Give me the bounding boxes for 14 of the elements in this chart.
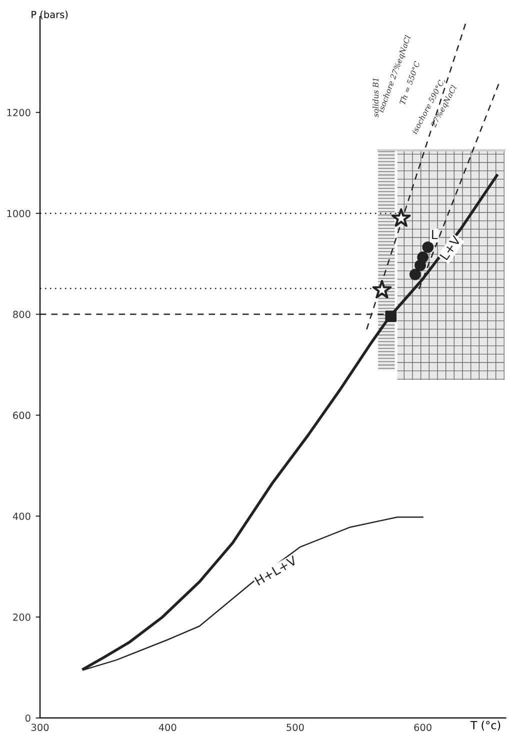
y-tick-label: 800 [13, 310, 30, 318]
annotation: L [432, 230, 438, 240]
y-tick-label: 1200 [7, 108, 30, 116]
y-axis-title: P (bars) [32, 10, 68, 20]
y-tick-label: 600 [13, 412, 30, 420]
x-axis-title: T (°c) [470, 720, 500, 731]
y-tick-label: 0 [25, 714, 30, 722]
y-tick-label: 400 [12, 512, 30, 520]
x-tick-label: 600 [414, 724, 432, 732]
y-tick-label: 1000 [7, 210, 30, 218]
x-tick-label: 400 [158, 724, 176, 732]
x-tick-label: 500 [286, 724, 304, 732]
y-tick-label: 200 [13, 614, 30, 621]
x-tick-label: 300 [31, 724, 49, 732]
